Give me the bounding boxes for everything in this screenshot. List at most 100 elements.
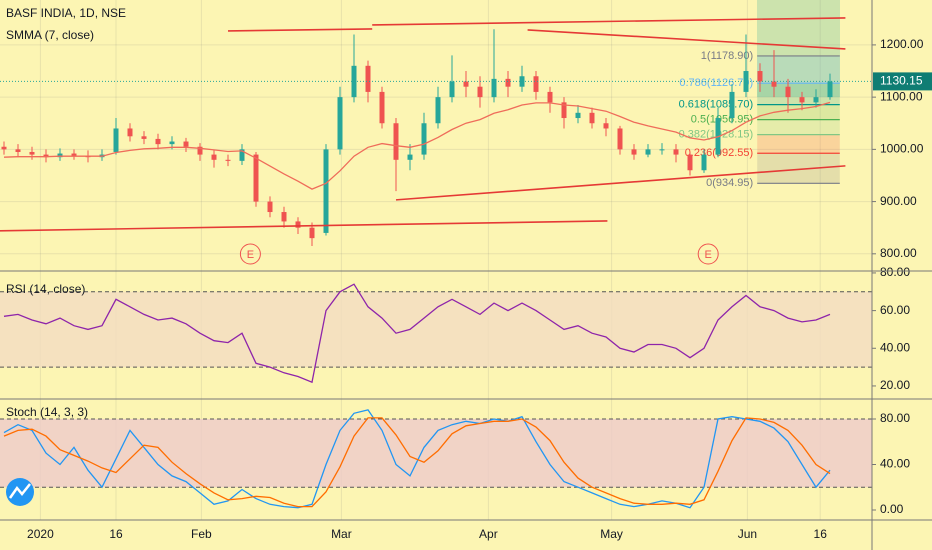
logo[interactable] — [6, 478, 34, 506]
y-tick-label: 1000.00 — [880, 142, 924, 156]
candle-body — [239, 149, 245, 161]
fib-band — [757, 104, 840, 120]
fib-band — [757, 83, 840, 105]
indicator-line — [3, 409, 831, 509]
candle-body — [575, 112, 581, 119]
y-tick-label: 40.00 — [880, 457, 910, 471]
indicator-line — [3, 283, 831, 384]
candle-body — [281, 212, 287, 222]
candle-body — [827, 81, 833, 98]
y-tick-label: 40.00 — [880, 340, 910, 354]
candle-body — [603, 123, 609, 129]
candle-body — [645, 149, 651, 155]
candle-body — [743, 71, 749, 92]
x-tick-label: May — [600, 527, 623, 541]
fib-band — [757, 55, 840, 84]
y-tick-label: 900.00 — [880, 194, 917, 208]
event-marker — [239, 243, 261, 265]
candle-body — [771, 81, 777, 87]
fib-label: 0.5(1056.95) — [691, 114, 753, 126]
candle-body — [169, 141, 175, 145]
chart-title: BASF INDIA, 1D, NSE — [6, 6, 126, 20]
last-price-box — [873, 72, 932, 91]
x-tick-label: Apr — [479, 527, 498, 541]
x-tick-label: 16 — [814, 527, 828, 541]
y-tick-label: 1200.00 — [880, 37, 924, 51]
fib-label: 0(934.95) — [706, 177, 753, 189]
y-tick-label: 80.00 — [880, 265, 910, 279]
candle-body — [211, 154, 217, 160]
candle-body — [29, 151, 35, 155]
band-fill — [0, 291, 872, 368]
candle-body — [57, 153, 63, 158]
candle-body — [463, 81, 469, 87]
fib-band — [757, 119, 840, 135]
candle-body — [225, 159, 231, 161]
trend-line — [395, 165, 846, 201]
candle-body — [589, 112, 595, 124]
x-tick-label: Feb — [191, 527, 212, 541]
candle-body — [701, 154, 707, 171]
candle-body — [687, 154, 693, 171]
candle-body — [813, 97, 819, 103]
trend-line — [527, 29, 846, 50]
fib-band — [757, 134, 840, 154]
candle-body — [253, 154, 259, 202]
candle-body — [407, 154, 413, 160]
candle-body — [449, 81, 455, 98]
candle-body — [141, 136, 147, 139]
candle-body — [617, 128, 623, 150]
fib-band — [757, 153, 840, 184]
candle-body — [533, 76, 539, 92]
candle-body — [561, 102, 567, 119]
x-tick-label: 2020 — [27, 527, 54, 541]
smma-line — [3, 101, 831, 190]
candle-body — [393, 123, 399, 160]
fib-label: 0.618(1085.70) — [679, 99, 754, 111]
candle-body — [337, 97, 343, 150]
candle-body — [631, 149, 637, 155]
x-tick-label: 16 — [109, 527, 123, 541]
indicator-title: RSI (14, close) — [6, 282, 85, 296]
candle-body — [309, 227, 315, 239]
x-tick-label: Jun — [738, 527, 757, 541]
candle-body — [505, 78, 511, 87]
candle-body — [295, 221, 301, 228]
candle-body — [113, 128, 119, 152]
fib-label: 1(1178.90) — [701, 50, 753, 62]
candle-body — [547, 91, 553, 103]
candle-body — [15, 149, 21, 152]
candle-body — [323, 149, 329, 233]
candle-body — [197, 146, 203, 155]
y-tick-label: 60.00 — [880, 303, 910, 317]
x-tick-label: Mar — [331, 527, 352, 541]
candle-body — [785, 86, 791, 98]
candle-body — [127, 128, 133, 137]
indicator-title: Stoch (14, 3, 3) — [6, 405, 88, 419]
candle-body — [673, 149, 679, 155]
candle-body — [435, 97, 441, 124]
candle-body — [421, 123, 427, 155]
candle-body — [1, 146, 7, 150]
event-marker — [697, 243, 719, 265]
y-tick-label: 20.00 — [880, 378, 910, 392]
candle-body — [183, 141, 189, 147]
y-tick-label: 80.00 — [880, 411, 910, 425]
fib-label: 0.786(1126.70) — [679, 77, 753, 89]
candle-body — [365, 65, 371, 92]
candle-body — [729, 91, 735, 119]
candle-body — [71, 153, 77, 156]
trend-line — [372, 17, 846, 26]
indicator-title: SMMA (7, close) — [6, 28, 94, 42]
event-label: E — [705, 249, 712, 261]
candle-body — [379, 91, 385, 124]
event-label: E — [247, 249, 254, 261]
trend-line — [0, 220, 608, 232]
trend-line — [227, 28, 373, 32]
indicator-line — [3, 417, 831, 508]
candle-body — [43, 154, 49, 158]
candle-body — [267, 201, 273, 213]
candle-body — [477, 86, 483, 98]
candle-body — [491, 78, 497, 98]
